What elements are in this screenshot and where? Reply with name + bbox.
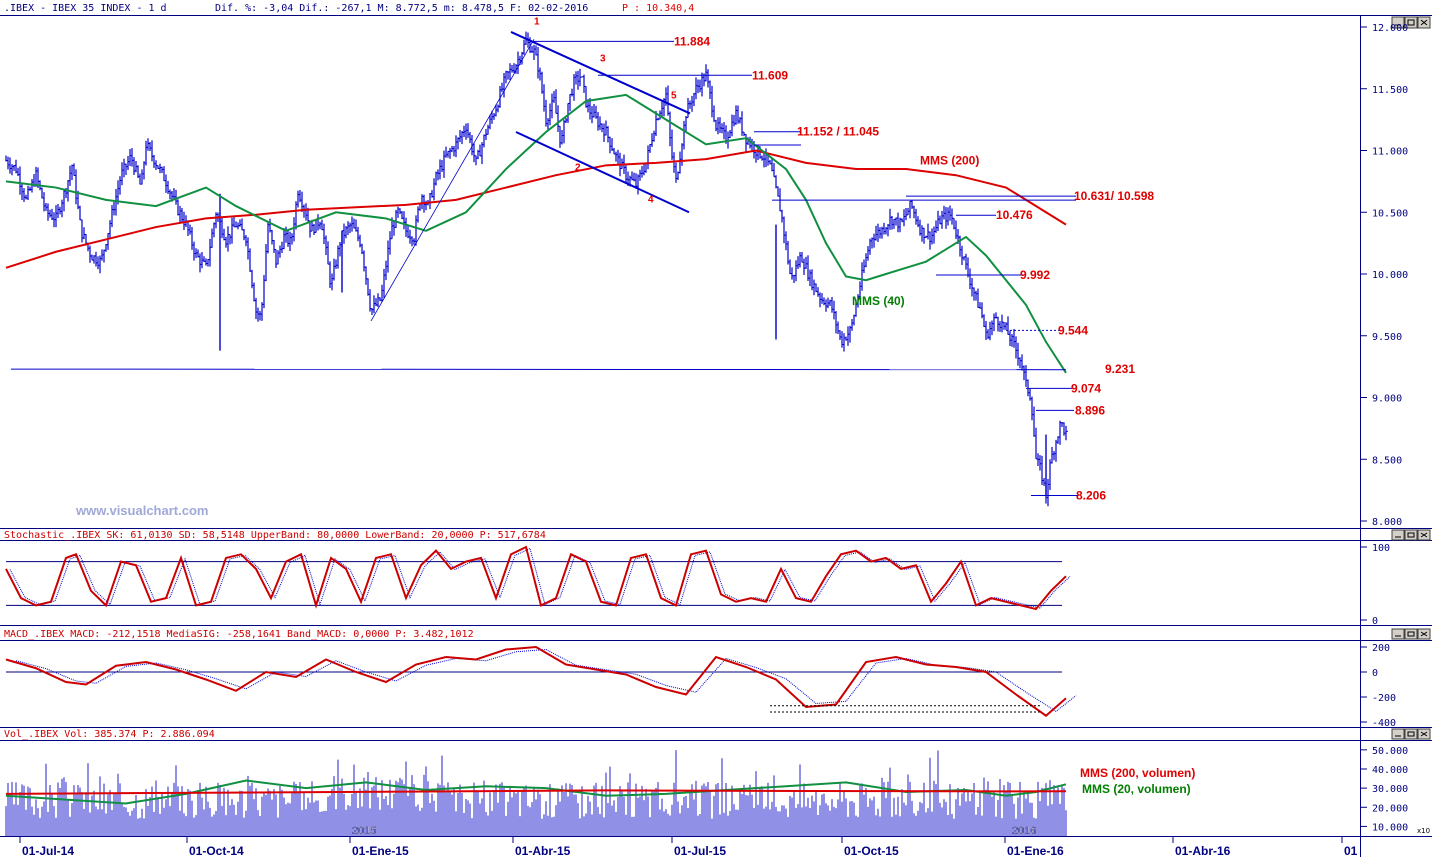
stochastic-panel: 100 0 bbox=[5, 543, 1390, 627]
watermark: www.visualchart.com bbox=[75, 503, 208, 518]
price-panel: 11.884 11.609 11.152 / 11.045 10.631/ 10.59… bbox=[5, 17, 1154, 507]
level-label: 10.476 bbox=[996, 208, 1033, 222]
macd-tick-label: 0 bbox=[1372, 668, 1378, 679]
macd-line bbox=[5, 645, 1067, 718]
date-tick-label: 01 bbox=[1344, 844, 1358, 857]
stochastic-sd-line bbox=[9, 547, 1071, 609]
support-resistance-levels: 11.884 11.609 11.152 / 11.045 10.631/ 10.59… bbox=[531, 34, 1154, 503]
volume-tick-label: 20.000 bbox=[1372, 803, 1408, 814]
minimize-icon[interactable] bbox=[1391, 628, 1405, 640]
maximize-icon[interactable] bbox=[1404, 16, 1418, 29]
volume-bars bbox=[5, 750, 1067, 836]
panel-buttons bbox=[1391, 16, 1431, 740]
macd-tick-label: -400 bbox=[1372, 718, 1396, 729]
level-label: 9.231 bbox=[1105, 362, 1135, 376]
price-panel-buttons bbox=[1391, 16, 1431, 29]
stoch-panel-buttons bbox=[1391, 529, 1431, 541]
trendline bbox=[370, 39, 535, 322]
price-bars bbox=[5, 31, 1068, 507]
volume-ma200-line bbox=[5, 789, 1067, 795]
volume-ma200-label: MMS (200, volumen) bbox=[1080, 766, 1195, 780]
stochastic-sk-line bbox=[5, 545, 1067, 611]
chart-header-stats: Dif. %: -3,04 Dif.: -267,1 M: 8.772,5 m:… bbox=[215, 3, 588, 14]
volume-tick-label: 40.000 bbox=[1372, 765, 1408, 776]
axes: 12.000 11.500 11.000 10.500 10.000 9.500 9.000… bbox=[19, 23, 1408, 857]
macd-tick-label: -200 bbox=[1372, 693, 1396, 704]
maximize-icon[interactable] bbox=[1404, 728, 1418, 740]
level-label: 9.544 bbox=[1058, 323, 1088, 337]
price-tick-label: 9.500 bbox=[1372, 332, 1402, 343]
date-tick-label: 01-Jul-15 bbox=[674, 844, 726, 857]
price-tick-label: 11.500 bbox=[1372, 85, 1408, 96]
panel-frames bbox=[0, 15, 1432, 857]
volume-tick-label: 10.000 bbox=[1372, 822, 1408, 833]
year-label: 2016 bbox=[1012, 825, 1036, 837]
volume-panel-buttons bbox=[1391, 728, 1431, 740]
date-tick-label: 01-Oct-14 bbox=[189, 844, 244, 857]
ma200-label: MMS (200) bbox=[920, 153, 979, 167]
minimize-icon[interactable] bbox=[1391, 529, 1405, 541]
level-label: 8.206 bbox=[1076, 489, 1106, 503]
macd-panel: 200 0 -200 -400 bbox=[5, 643, 1396, 729]
level-label: 9.074 bbox=[1071, 381, 1101, 395]
level-label: 10.631/ 10.598 bbox=[1074, 189, 1154, 203]
date-tick-label: 01-Abr-16 bbox=[1175, 844, 1231, 857]
volume-panel: 50.000 40.000 30.000 20.000 10.000 bbox=[5, 746, 1408, 836]
price-tick-label: 9.000 bbox=[1372, 394, 1402, 405]
stochastic-tick-label: 0 bbox=[1372, 616, 1378, 627]
maximize-icon[interactable] bbox=[1404, 628, 1418, 640]
date-tick-label: 01-Oct-15 bbox=[844, 844, 899, 857]
price-tick-label: 10.500 bbox=[1372, 208, 1408, 219]
volume-ma20-label: MMS (20, volumen) bbox=[1082, 782, 1191, 796]
wave-label: 2 bbox=[575, 162, 581, 173]
trendlines bbox=[10, 31, 1067, 371]
chart-header-symbol: .IBEX - IBEX 35 INDEX - 1 d bbox=[4, 3, 167, 14]
macd-panel-buttons bbox=[1391, 628, 1431, 640]
volume-tick-label: 30.000 bbox=[1372, 784, 1408, 795]
level-label: 11.884 bbox=[674, 34, 710, 48]
maximize-icon[interactable] bbox=[1404, 529, 1418, 541]
price-tick-label: 8.000 bbox=[1372, 517, 1402, 528]
date-tick-label: 01-Abr-15 bbox=[515, 844, 571, 857]
price-tick-label: 11.000 bbox=[1372, 147, 1408, 158]
ma40-line bbox=[5, 93, 1067, 374]
price-tick-label: 8.500 bbox=[1372, 455, 1402, 466]
year-label: 2015 bbox=[352, 825, 376, 837]
volume-tick-label: 50.000 bbox=[1372, 746, 1408, 757]
ma200-line bbox=[5, 149, 1067, 269]
minimize-icon[interactable] bbox=[1391, 728, 1405, 740]
trendline bbox=[510, 31, 691, 115]
wave-label: 3 bbox=[600, 54, 606, 65]
trendline bbox=[515, 131, 690, 214]
wave-label: 1 bbox=[534, 17, 540, 28]
stochastic-tick-label: 100 bbox=[1372, 543, 1390, 554]
trendline bbox=[10, 368, 1067, 371]
level-label: 11.609 bbox=[752, 68, 788, 82]
price-tick-label: 12.000 bbox=[1372, 23, 1408, 34]
date-tick-label: 01-Ene-15 bbox=[352, 844, 409, 857]
volume-scale-suffix: x10 bbox=[1417, 827, 1430, 835]
ma40-label: MMS (40) bbox=[852, 294, 905, 308]
macd-signal-line bbox=[15, 648, 1077, 712]
level-label: 11.152 / 11.045 bbox=[797, 125, 879, 139]
price-tick-label: 10.000 bbox=[1372, 270, 1408, 281]
macd-tick-label: 200 bbox=[1372, 643, 1390, 654]
chart-header-pointer: P : 10.340,4 bbox=[622, 3, 694, 14]
minimize-icon[interactable] bbox=[1391, 16, 1405, 29]
stochastic-header: Stochastic_.IBEX SK: 61,0130 SD: 58,5148… bbox=[4, 530, 546, 541]
level-label: 8.896 bbox=[1075, 403, 1105, 417]
date-tick-label: 01-Jul-14 bbox=[22, 844, 74, 857]
macd-header: MACD_.IBEX MACD: -212,1518 MediaSIG: -25… bbox=[4, 629, 474, 640]
wave-label: 4 bbox=[648, 194, 654, 205]
level-label: 9.992 bbox=[1020, 268, 1050, 282]
volume-header: Vol_.IBEX Vol: 385.374 P: 2.886.094 bbox=[4, 729, 215, 740]
date-tick-label: 01-Ene-16 bbox=[1007, 844, 1064, 857]
wave-label: 5 bbox=[671, 91, 677, 102]
